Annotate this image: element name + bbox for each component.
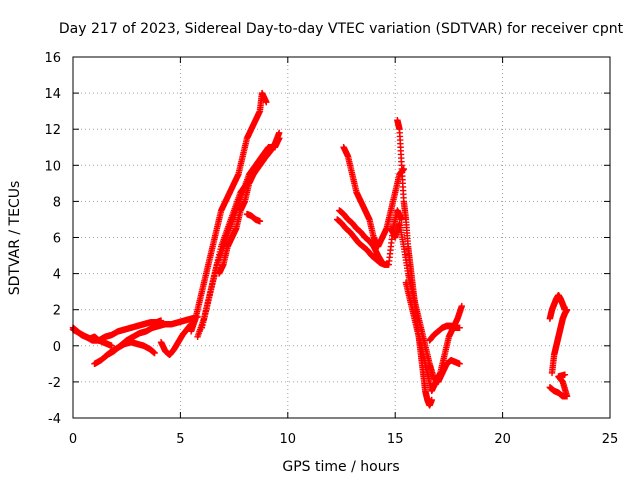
y-tick-label: -4 [48,412,61,427]
series-segment-c1 [334,207,405,268]
series-segment-e2 [546,292,569,322]
y-tick-label: 10 [44,159,61,174]
series-segment-b5 [243,210,264,225]
data-points [69,89,571,409]
series-segment-e3 [546,371,571,400]
data-point [379,259,386,266]
x-axis-label: GPS time / hours [282,459,399,475]
data-point [151,349,158,357]
x-tick-label: 10 [280,432,297,447]
y-tick-label: 6 [53,232,61,247]
x-tick-label: 5 [176,432,184,447]
chart-title: Day 217 of 2023, Sidereal Day-to-day VTE… [59,21,624,37]
y-tick-label: 12 [44,123,61,138]
data-point [561,371,569,378]
series-segment-a2 [69,317,165,344]
y-axis-label: SDTVAR / TECUs [7,181,23,296]
y-tick-label: -2 [48,376,61,391]
axis-ticks: 0 5 10 15 20 25 -4 -2 0 2 4 6 8 10 12 14 16 [44,51,618,447]
y-tick-label: 14 [44,87,61,102]
y-tick-label: 0 [53,340,61,355]
x-tick-label: 20 [494,432,511,447]
grid-lines [73,57,610,418]
y-tick-label: 16 [44,51,61,66]
data-point [561,306,569,313]
data-point [276,129,283,137]
data-point [263,98,270,106]
x-tick-label: 25 [602,432,619,447]
data-point [456,360,463,368]
series-segment-c3 [336,207,386,266]
series-segment-d2 [387,219,463,386]
series-segment-d3 [402,279,465,395]
series-segment-c2 [340,144,407,250]
series-segment-e1 [548,306,571,377]
y-tick-label: 4 [53,268,61,283]
x-tick-label: 15 [387,432,404,447]
series-segment-a4 [102,338,158,360]
data-point [458,302,465,310]
data-point [256,218,264,225]
series-segment-b4 [215,129,283,277]
data-point [428,396,435,404]
y-tick-label: 2 [53,304,61,319]
series-segment-d4 [426,322,463,344]
series-segment-b1 [187,89,270,335]
data-point [456,324,463,331]
x-tick-label: 0 [69,432,77,447]
y-tick-label: 8 [53,195,61,210]
